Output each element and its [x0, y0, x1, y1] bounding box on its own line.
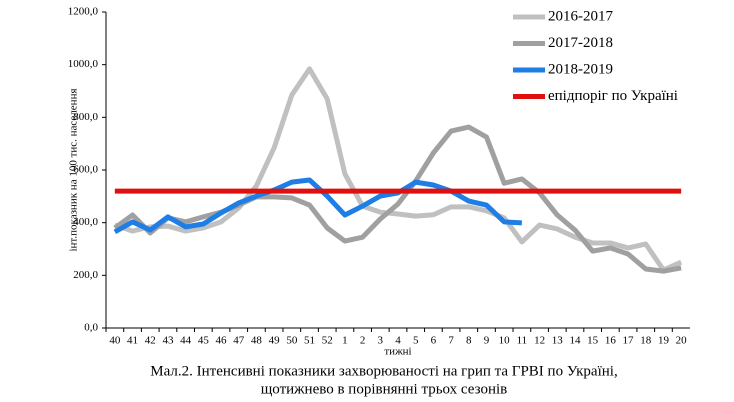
x-tick-label: 12	[534, 335, 545, 347]
x-tick-label: 42	[145, 335, 156, 347]
y-axis-label: інт.показник на 100 тис. населення	[68, 88, 80, 251]
x-tick-label: 52	[322, 335, 333, 347]
x-tick-label: 47	[233, 335, 245, 347]
x-tick-label: 15	[587, 335, 599, 347]
x-tick-label: 14	[569, 335, 581, 347]
x-axis-label: тижні	[384, 346, 411, 358]
x-tick-label: 8	[466, 335, 472, 347]
y-tick-label: 0,0	[84, 322, 98, 334]
y-tick-label: 600,0	[73, 164, 98, 176]
x-tick-label: 4	[395, 335, 401, 347]
chart-title: Мал.2. Інтенсивні показники захворюванос…	[150, 363, 617, 379]
y-tick-label: 1000,0	[68, 58, 99, 70]
legend-label: 2016-2017	[548, 8, 613, 24]
x-tick-label: 11	[517, 335, 528, 347]
x-tick-label: 17	[623, 335, 635, 347]
x-tick-label: 19	[658, 335, 670, 347]
y-tick-label: 400,0	[73, 216, 98, 228]
x-tick-label: 40	[109, 335, 121, 347]
x-tick-label: 43	[162, 335, 174, 347]
chart-subtitle: щотижнево в порівнянні трьох сезонів	[261, 381, 507, 397]
legend-label: епідпоріг по Україні	[548, 88, 678, 104]
x-tick-label: 20	[676, 335, 688, 347]
x-tick-label: 46	[216, 335, 228, 347]
x-tick-label: 10	[499, 335, 511, 347]
x-tick-label: 2	[360, 335, 366, 347]
x-tick-label: 51	[304, 335, 315, 347]
y-tick-label: 200,0	[73, 269, 98, 281]
x-tick-label: 44	[180, 335, 192, 347]
x-tick-label: 50	[286, 335, 298, 347]
x-tick-label: 45	[198, 335, 210, 347]
x-tick-label: 9	[484, 335, 490, 347]
x-tick-label: 16	[605, 335, 617, 347]
legend-label: 2018-2019	[548, 61, 613, 77]
series-line	[113, 124, 682, 274]
legend-label: 2017-2018	[548, 35, 613, 51]
x-tick-label: 41	[127, 335, 138, 347]
x-tick-label: 5	[413, 335, 419, 347]
x-tick-label: 6	[431, 335, 437, 347]
x-tick-label: 7	[448, 335, 454, 347]
x-tick-label: 49	[269, 335, 281, 347]
x-tick-label: 13	[552, 335, 564, 347]
x-tick-label: 1	[342, 335, 348, 347]
x-tick-label: 3	[378, 335, 384, 347]
x-tick-label: 48	[251, 335, 263, 347]
y-tick-label: 1200,0	[68, 6, 99, 18]
y-tick-label: 800,0	[73, 111, 98, 123]
x-tick-label: 18	[640, 335, 652, 347]
